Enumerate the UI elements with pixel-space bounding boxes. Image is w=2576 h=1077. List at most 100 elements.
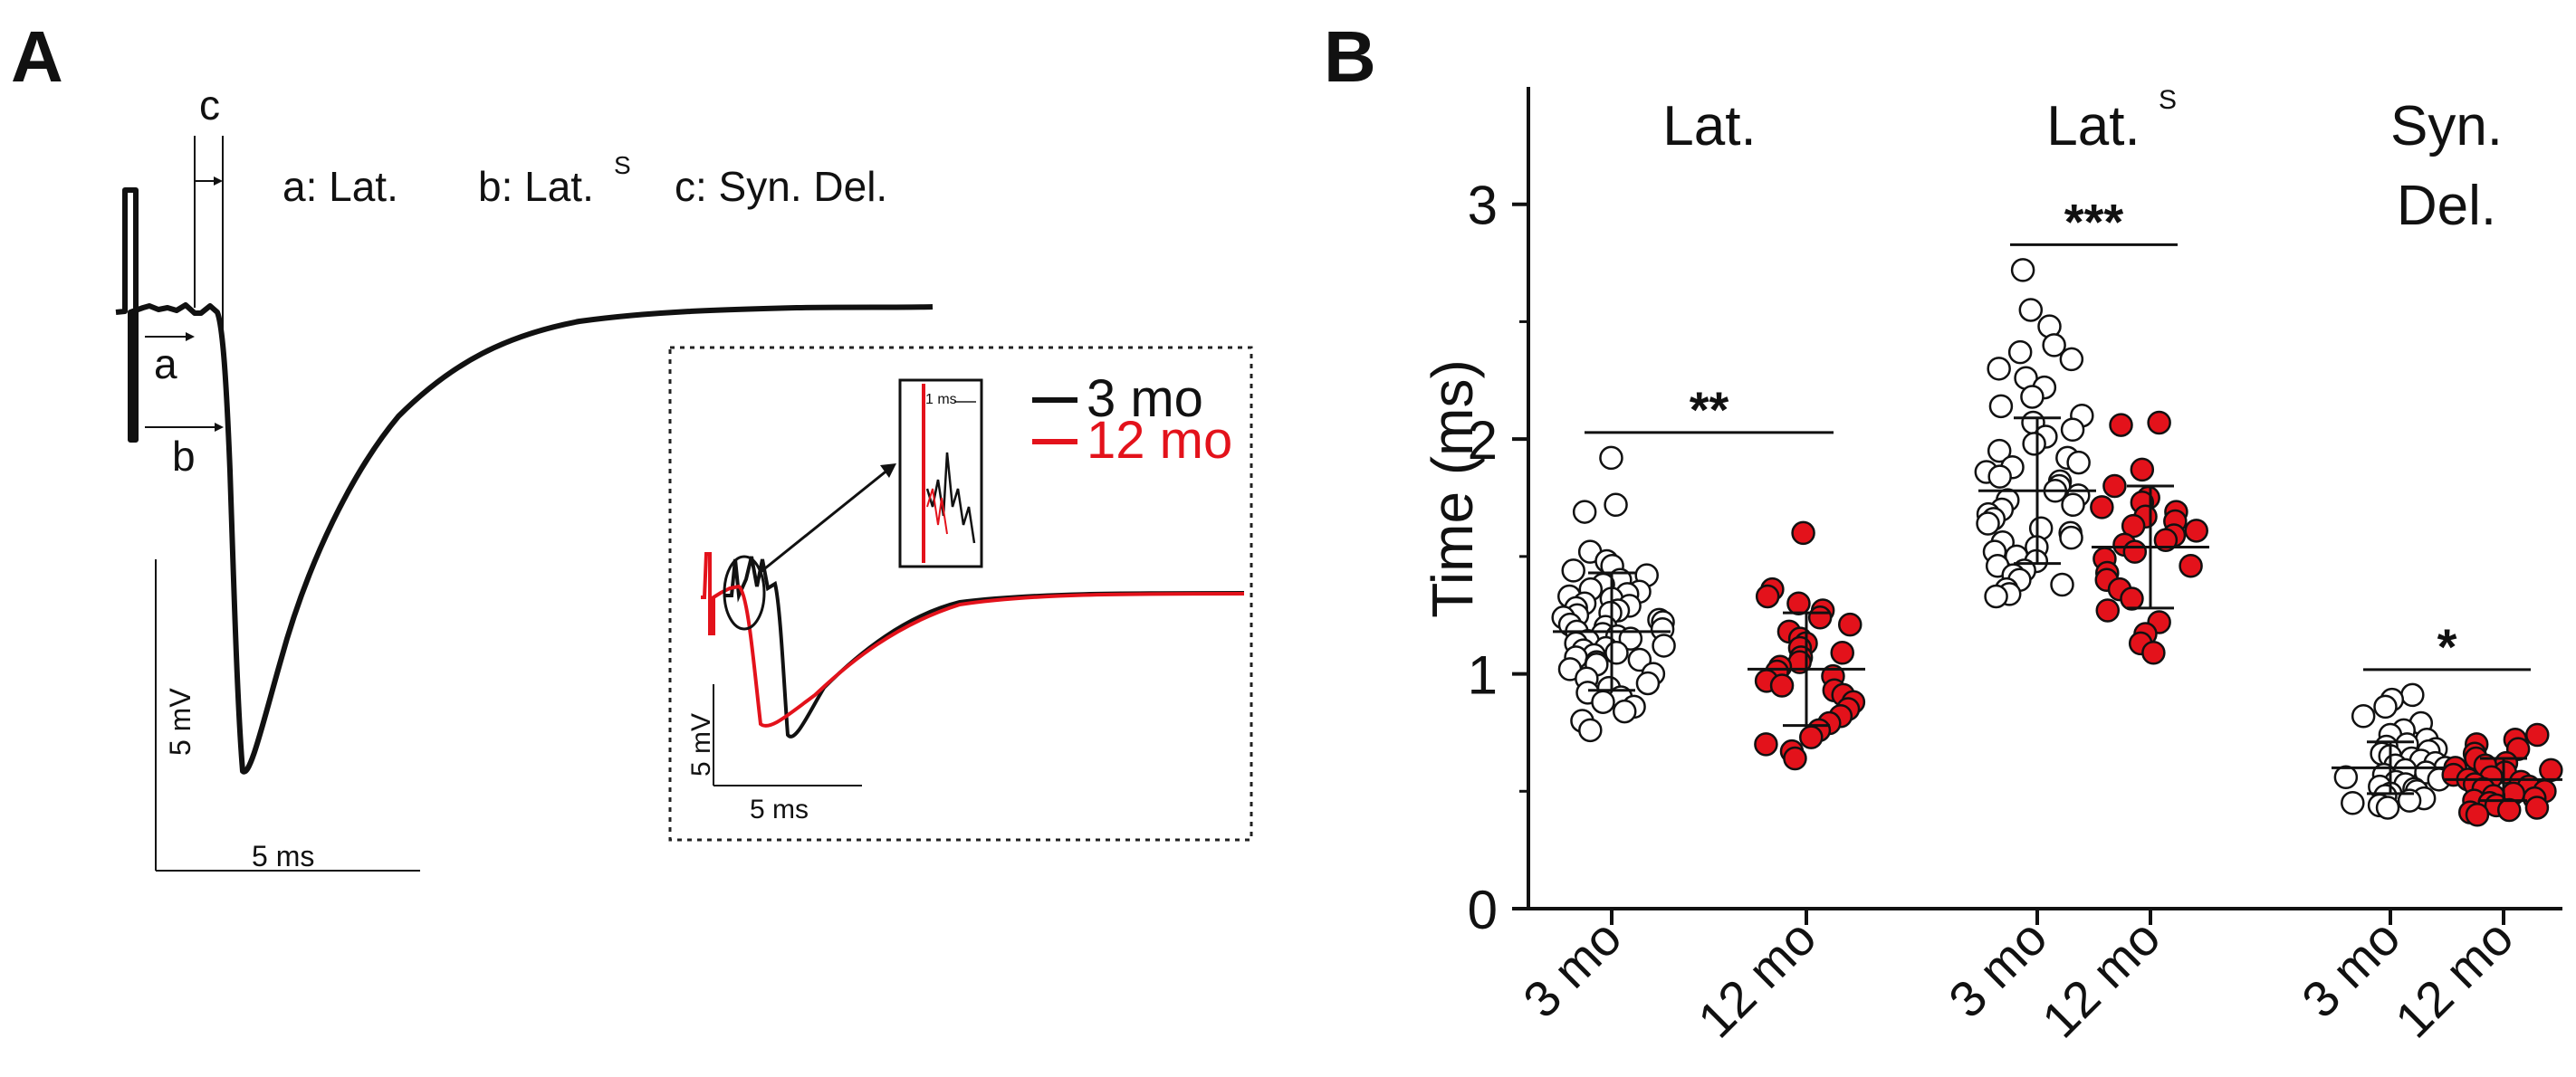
point-2-0-22 — [2333, 765, 2359, 789]
point-0-1-18 — [1769, 673, 1795, 698]
x-tick-label-1-1: 12 mo — [2031, 909, 2171, 1049]
group-2: Syn. Del. * — [2332, 95, 2563, 827]
point-2-0-33 — [2341, 791, 2365, 815]
point-0-0-30 — [1618, 626, 1643, 651]
point-0-0-6 — [1561, 558, 1585, 583]
point-1-1-3 — [2102, 473, 2127, 499]
inset-zoom-circle — [723, 555, 766, 631]
inset-zoom-arrow — [760, 467, 890, 574]
point-0-1-26 — [1799, 725, 1824, 749]
point-0-0-51 — [1612, 699, 1637, 724]
group-title-0: Lat. — [1662, 95, 1756, 157]
scale-x-label: 5 ms — [252, 840, 314, 872]
label-c: c — [199, 81, 220, 129]
y-axis-label: Time (ms) — [1420, 359, 1485, 618]
inset-legend-3mo-label: 3 mo — [1087, 369, 1203, 428]
inset-frame — [668, 346, 1253, 842]
point-1-0-1 — [2018, 298, 2044, 322]
point-0-1-29 — [1783, 746, 1807, 771]
point-0-1-6 — [1838, 612, 1863, 637]
label-b: b — [172, 433, 196, 480]
point-0-0-2 — [1572, 500, 1597, 524]
point-1-1-13 — [2153, 528, 2179, 552]
point-2-0-0 — [2400, 682, 2425, 708]
point-0-1-27 — [1754, 732, 1778, 757]
point-2-1-9 — [2539, 758, 2563, 783]
zoom-trace-12mo — [926, 488, 948, 535]
point-0-1-0 — [1791, 520, 1815, 546]
point-1-0-16 — [1987, 438, 2012, 463]
x-tick-label-0-1: 12 mo — [1687, 909, 1827, 1049]
point-1-0-47 — [1984, 584, 2008, 609]
arrow-c-head — [214, 176, 223, 186]
x-tick-label-0-0: 3 mo — [1512, 909, 1633, 1029]
point-0-0-0 — [1599, 445, 1623, 471]
point-1-0-21 — [1987, 464, 2012, 489]
point-0-0-33 — [1652, 634, 1676, 658]
arrow-a-head — [186, 332, 195, 341]
legend-b-sup: S — [614, 151, 631, 179]
inset-legend-12mo-label: 12 mo — [1087, 411, 1232, 470]
point-1-1-17 — [2179, 553, 2203, 578]
point-0-0-36 — [1604, 640, 1629, 665]
legend-b: b: Lat. — [478, 163, 594, 210]
point-2-1-25 — [2524, 796, 2550, 820]
zoom-scale-label: 1 ms — [925, 392, 957, 407]
point-1-0-9 — [2020, 385, 2045, 409]
group-0: Lat. ** — [1551, 95, 1866, 771]
point-1-0-4 — [2007, 339, 2033, 365]
panel-b-letter: B — [1324, 16, 1376, 97]
point-0-1-5 — [1807, 605, 1833, 630]
point-0-0-1 — [1604, 492, 1628, 518]
point-1-1-2 — [2130, 457, 2155, 482]
scatter-groups: Lat. ** Lat. S *** Syn. Del. * — [1551, 85, 2563, 827]
inset-trace-12mo — [701, 552, 1245, 728]
significance-stars-0: ** — [1690, 381, 1729, 438]
y-tick-label-1: 1 — [1468, 645, 1498, 706]
point-1-0-0 — [2010, 258, 2035, 282]
point-1-1-26 — [2141, 640, 2166, 665]
point-2-1-0 — [2525, 722, 2550, 748]
point-2-1-28 — [2465, 802, 2490, 827]
zoom-box — [898, 378, 983, 568]
point-1-0-15 — [2022, 432, 2046, 456]
label-a: a — [154, 340, 177, 387]
y-tick-label-0: 0 — [1468, 880, 1498, 940]
group-title-sup-1: S — [2159, 85, 2177, 115]
point-2-0-32 — [2397, 788, 2422, 813]
point-1-1-1 — [2109, 413, 2133, 437]
legend-c: c: Syn. Del. — [675, 163, 887, 210]
point-0-0-45 — [1635, 671, 1661, 696]
inset-scale-x-label: 5 ms — [750, 795, 809, 824]
y-tick-label-3: 3 — [1468, 176, 1498, 236]
group-title-line2-2: Del. — [2397, 175, 2496, 237]
point-2-1-26 — [2496, 797, 2522, 823]
point-2-0-3 — [2351, 704, 2376, 729]
point-1-0-5 — [2059, 347, 2084, 372]
inset-scale-y-label: 5 mV — [686, 713, 716, 777]
inset-trace-3mo — [724, 556, 1245, 739]
point-0-0-53 — [1578, 718, 1603, 743]
point-0-1-11 — [1830, 640, 1854, 665]
y-tick-label-2: 2 — [1468, 410, 1498, 471]
point-1-0-10 — [1988, 394, 2014, 419]
point-1-0-27 — [2061, 492, 2085, 518]
point-1-0-3 — [2042, 333, 2066, 357]
point-0-1-2 — [1755, 584, 1780, 609]
point-2-0-35 — [2375, 796, 2400, 820]
arrow-b-head — [215, 423, 224, 432]
inset-zoom-arrowhead — [880, 463, 896, 478]
group-1: Lat. S *** — [1974, 85, 2209, 665]
point-1-0-31 — [1976, 511, 2000, 536]
point-1-1-6 — [2090, 495, 2114, 519]
x-tick-label-2-1: 12 mo — [2384, 909, 2524, 1049]
significance-stars-2: * — [2437, 618, 2457, 675]
point-2-0-2 — [2373, 694, 2398, 720]
scale-y-label: 5 mV — [164, 688, 196, 756]
point-1-1-15 — [2122, 539, 2148, 564]
group-title-2: Syn. — [2390, 95, 2503, 157]
significance-stars-1: *** — [2064, 193, 2124, 250]
point-0-1-3 — [1786, 591, 1811, 615]
